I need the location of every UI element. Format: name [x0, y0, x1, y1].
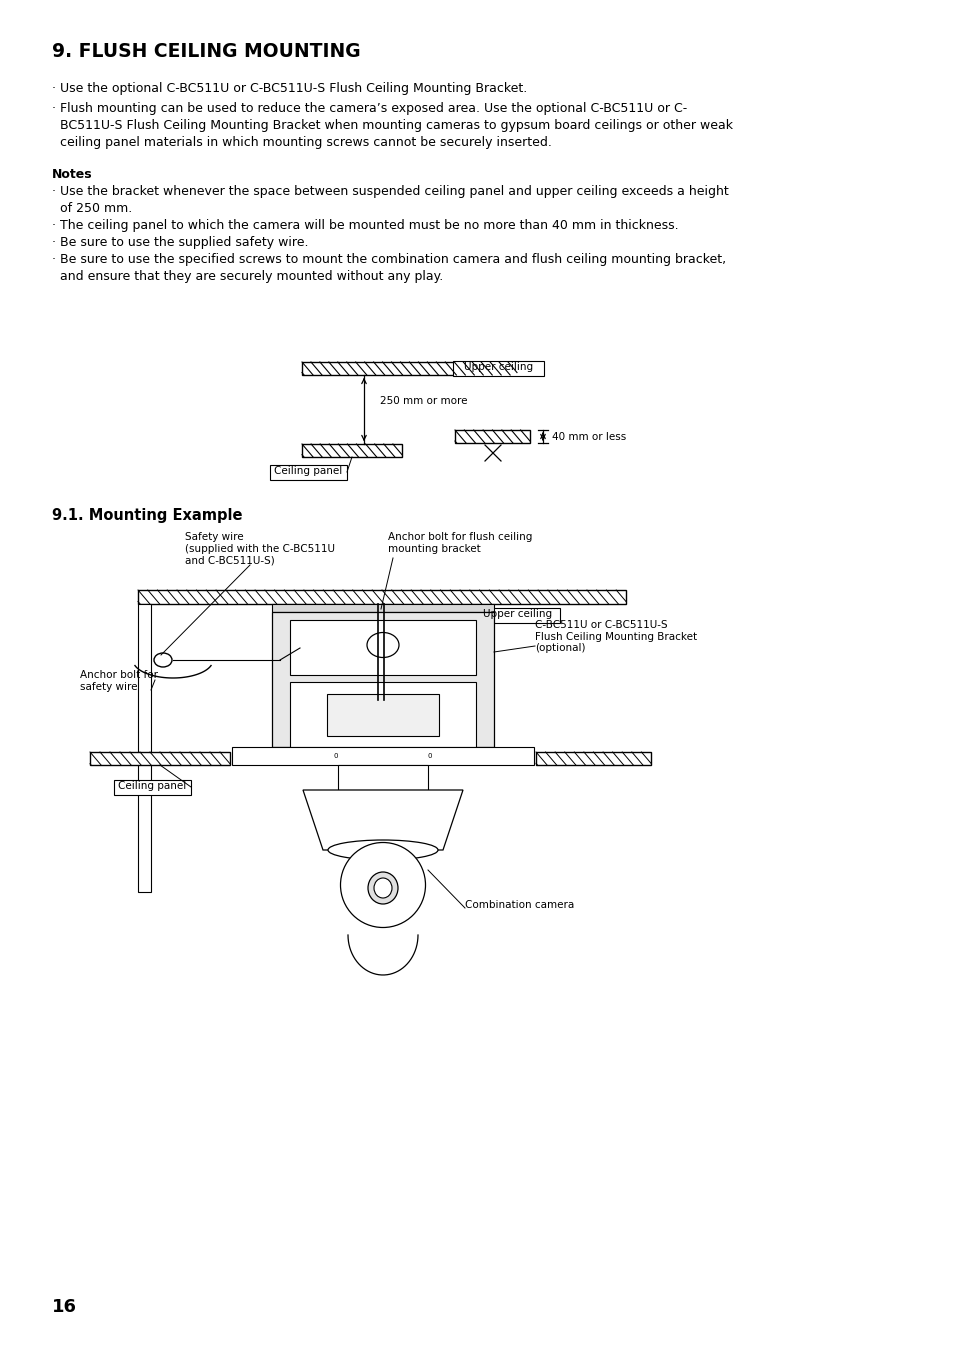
Text: Ceiling panel: Ceiling panel — [274, 466, 342, 476]
Text: Ceiling panel: Ceiling panel — [118, 781, 186, 790]
Polygon shape — [303, 790, 462, 850]
Ellipse shape — [340, 843, 425, 928]
Text: 16: 16 — [52, 1298, 77, 1316]
Text: C-BC511U or C-BC511U-S
Flush Ceiling Mounting Bracket
(optional): C-BC511U or C-BC511U-S Flush Ceiling Mou… — [535, 620, 697, 653]
Bar — [138, 604, 151, 892]
Text: · Be sure to use the supplied safety wire.: · Be sure to use the supplied safety wir… — [52, 236, 308, 249]
Bar — [113, 780, 191, 794]
Text: · The ceiling panel to which the camera will be mounted must be no more than 40 : · The ceiling panel to which the camera … — [52, 219, 678, 232]
Text: Safety wire
(supplied with the C-BC511U
and C-BC511U-S): Safety wire (supplied with the C-BC511U … — [185, 532, 335, 565]
Bar — [138, 590, 625, 604]
Text: Upper ceiling: Upper ceiling — [464, 362, 533, 372]
Text: 9.1. Mounting Example: 9.1. Mounting Example — [52, 508, 242, 523]
Text: Upper ceiling: Upper ceiling — [483, 609, 552, 619]
Bar — [290, 682, 476, 747]
Text: 0: 0 — [334, 753, 338, 759]
Bar — [536, 753, 650, 765]
Bar — [327, 694, 438, 736]
Text: and ensure that they are securely mounted without any play.: and ensure that they are securely mounte… — [52, 270, 443, 282]
Text: · Use the bracket whenever the space between suspended ceiling panel and upper c: · Use the bracket whenever the space bet… — [52, 185, 728, 199]
Bar — [476, 608, 559, 623]
Text: BC511U-S Flush Ceiling Mounting Bracket when mounting cameras to gypsum board ce: BC511U-S Flush Ceiling Mounting Bracket … — [52, 119, 732, 132]
Bar — [272, 612, 494, 747]
Text: Notes: Notes — [52, 168, 92, 181]
Ellipse shape — [374, 878, 392, 898]
Text: Anchor bolt for flush ceiling
mounting bracket: Anchor bolt for flush ceiling mounting b… — [388, 532, 532, 554]
Ellipse shape — [367, 632, 398, 658]
Bar — [90, 753, 230, 765]
Bar — [302, 444, 401, 457]
Ellipse shape — [368, 871, 397, 904]
Bar — [290, 620, 476, 676]
Text: Anchor bolt for
safety wire: Anchor bolt for safety wire — [80, 670, 158, 692]
Text: · Use the optional C-BC511U or C-BC511U-S Flush Ceiling Mounting Bracket.: · Use the optional C-BC511U or C-BC511U-… — [52, 82, 527, 95]
Bar — [272, 604, 494, 612]
Text: 0: 0 — [427, 753, 432, 759]
Ellipse shape — [153, 653, 172, 667]
Text: 9. FLUSH CEILING MOUNTING: 9. FLUSH CEILING MOUNTING — [52, 42, 360, 61]
Bar — [302, 362, 517, 376]
Text: 40 mm or less: 40 mm or less — [552, 432, 625, 442]
Text: 250 mm or more: 250 mm or more — [379, 396, 467, 407]
Bar — [455, 430, 530, 443]
Ellipse shape — [328, 840, 437, 861]
Text: · Flush mounting can be used to reduce the camera’s exposed area. Use the option: · Flush mounting can be used to reduce t… — [52, 101, 686, 115]
Text: · Be sure to use the specified screws to mount the combination camera and flush : · Be sure to use the specified screws to… — [52, 253, 725, 266]
Bar — [270, 465, 347, 480]
Text: Combination camera: Combination camera — [464, 900, 574, 911]
Text: ceiling panel materials in which mounting screws cannot be securely inserted.: ceiling panel materials in which mountin… — [52, 136, 551, 149]
Bar — [453, 361, 543, 376]
Bar — [337, 765, 428, 790]
Bar — [232, 747, 534, 765]
Text: of 250 mm.: of 250 mm. — [52, 203, 132, 215]
